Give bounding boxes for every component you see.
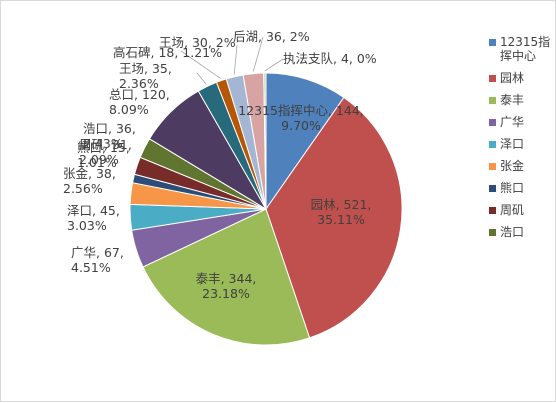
- legend-label: 浩口: [500, 225, 525, 239]
- leader-line: [180, 50, 221, 79]
- data-label: 泰丰, 344, 23.18%: [196, 271, 257, 301]
- legend-item: 张金: [489, 159, 555, 173]
- legend-item: 泽口: [489, 137, 555, 151]
- legend-item: 园林: [489, 71, 555, 85]
- data-label: 12315指挥中心, 144, 9.70%: [238, 103, 364, 133]
- legend-label: 周矶: [500, 203, 525, 217]
- data-label: 后湖, 36, 2%: [233, 29, 310, 44]
- legend-item: 熊口: [489, 181, 555, 195]
- legend-swatch: [489, 119, 496, 126]
- pie-slice: [265, 72, 345, 211]
- leader-line: [196, 72, 207, 85]
- legend-label: 园林: [500, 71, 525, 85]
- legend-label: 广华: [500, 115, 525, 129]
- leader-line: [264, 58, 284, 72]
- legend-label: 张金: [500, 159, 525, 173]
- pie-slice: [142, 208, 311, 346]
- data-label: 张金, 38, 2.56%: [63, 166, 116, 196]
- legend-swatch: [489, 75, 496, 82]
- legend-label: 泽口: [500, 137, 525, 151]
- chart-legend: 12315指挥中心园林泰丰广华泽口张金熊口周矶浩口: [489, 35, 555, 247]
- leader-line: [233, 44, 238, 75]
- leader-line: [252, 36, 264, 72]
- legend-swatch: [489, 39, 496, 46]
- legend-item: 12315指挥中心: [489, 35, 555, 63]
- data-label: 园林, 521, 35.11%: [311, 197, 372, 227]
- legend-swatch: [489, 185, 496, 192]
- legend-swatch: [489, 207, 496, 214]
- legend-item: 广华: [489, 115, 555, 129]
- data-label: 浩口, 36, 2.43%: [83, 121, 136, 151]
- legend-swatch: [489, 97, 496, 104]
- legend-label: 12315指挥中心: [500, 35, 551, 63]
- data-label: 高石碑, 18, 1.21%: [113, 45, 222, 60]
- legend-item: 浩口: [489, 225, 555, 239]
- legend-label: 泰丰: [500, 93, 525, 107]
- data-label: 王场, 35, 2.36%: [119, 61, 172, 91]
- legend-label: 熊口: [500, 181, 525, 195]
- legend-item: 周矶: [489, 203, 555, 217]
- data-label: 泽口, 45, 3.03%: [67, 203, 120, 233]
- data-label: 周矶, 31, 2.09%: [79, 137, 132, 167]
- data-label: 广华, 67, 4.51%: [71, 245, 124, 275]
- pie-slice: [265, 96, 403, 339]
- data-label: 王场, 30, 2%: [159, 35, 236, 50]
- data-label: 执法支队, 4, 0%: [283, 51, 377, 66]
- data-label: 熊口, 15, 1.01%: [77, 140, 130, 170]
- legend-item: 泰丰: [489, 93, 555, 107]
- data-label: 总口, 120, 8.09%: [109, 87, 170, 117]
- legend-swatch: [489, 229, 496, 236]
- pie-slice: [263, 72, 267, 210]
- legend-swatch: [489, 141, 496, 148]
- legend-swatch: [489, 163, 496, 170]
